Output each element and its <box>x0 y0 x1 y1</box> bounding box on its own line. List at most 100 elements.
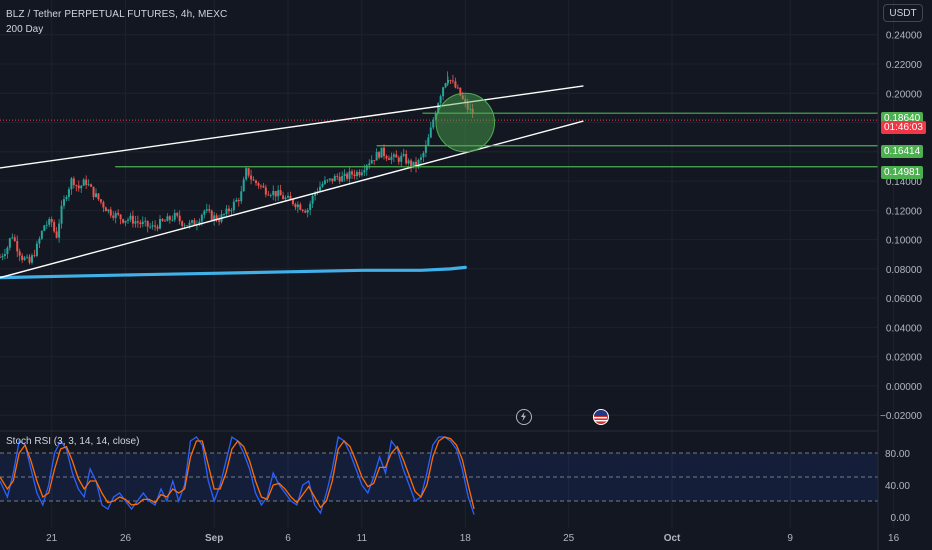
lightning-icon[interactable] <box>516 409 532 425</box>
candle-body <box>161 219 164 221</box>
candle-body <box>218 220 221 222</box>
candle-body <box>284 197 287 200</box>
candle-body <box>341 175 344 182</box>
candle-body <box>287 195 290 198</box>
time-axis-label: 21 <box>46 533 58 544</box>
stoch-d-line <box>0 436 475 510</box>
candle-body <box>119 214 122 220</box>
candle-body <box>429 127 432 138</box>
candle-body <box>136 221 139 223</box>
price-axis-label: 0.22000 <box>886 60 923 71</box>
oscillator-axis-label: 80.00 <box>885 449 910 460</box>
candle-body <box>417 159 420 167</box>
candle-body <box>149 226 152 228</box>
candle-body <box>139 222 142 224</box>
stoch-band-fill <box>0 453 878 501</box>
price-axis-label: 0.02000 <box>886 353 923 364</box>
oscillator-axis[interactable]: 80.00 40.00 0.00 <box>885 449 910 524</box>
candle-body <box>412 161 415 167</box>
candle-body <box>65 196 68 200</box>
candle-body <box>373 160 376 161</box>
candle-body <box>240 191 243 202</box>
candle-body <box>131 215 134 224</box>
candle-body <box>3 254 6 256</box>
price-axis-label: 0.14000 <box>886 177 923 188</box>
candle-body <box>33 255 36 257</box>
candle-body <box>383 147 386 156</box>
candle-body <box>210 210 213 221</box>
candle-body <box>328 178 331 180</box>
candle-body <box>336 175 339 177</box>
candle-body <box>424 145 427 153</box>
time-axis[interactable]: 21 26 Sep 6 11 18 25 Oct 9 16 <box>46 533 899 544</box>
us-flag-icon[interactable] <box>593 409 609 425</box>
candle-body <box>380 147 383 158</box>
candle-body <box>112 215 115 218</box>
candle-body <box>392 154 395 157</box>
candle-body <box>304 210 307 213</box>
time-axis-label: Oct <box>664 533 681 544</box>
candle-body <box>134 221 137 224</box>
candle-body <box>87 184 90 186</box>
candle-body <box>309 203 312 210</box>
candle-body <box>60 205 63 224</box>
candle-body <box>427 137 430 146</box>
candle-body <box>395 154 398 158</box>
candle-body <box>437 103 440 113</box>
indicator-label[interactable]: 200 Day <box>6 24 44 35</box>
price-axis-label: 0.08000 <box>886 265 923 276</box>
overlay-front <box>0 85 878 280</box>
candle-body <box>387 158 390 160</box>
candle-body <box>274 190 277 197</box>
candle-body <box>269 195 272 196</box>
candle-body <box>397 157 400 162</box>
candle-body <box>154 225 157 227</box>
candle-body <box>464 98 467 103</box>
candle-body <box>319 186 322 192</box>
candle-body <box>355 171 358 177</box>
candle-body <box>311 195 314 204</box>
candle-body <box>13 237 16 242</box>
candle-body <box>67 189 70 197</box>
candle-body <box>26 256 29 258</box>
candle-body <box>368 163 371 166</box>
candle-body <box>419 157 422 160</box>
chart-title[interactable]: BLZ / Tether PERPETUAL FUTURES, 4h, MEXC <box>6 9 228 20</box>
candle-body <box>92 186 95 198</box>
candle-body <box>259 185 262 187</box>
stoch-rsi-label[interactable]: Stoch RSI (3, 3, 14, 14, close) <box>6 436 140 447</box>
candle-body <box>58 223 61 238</box>
candle-body <box>358 171 361 176</box>
candle-body <box>90 184 93 187</box>
candle-body <box>45 224 48 226</box>
candle-body <box>35 243 38 256</box>
candle-body <box>282 195 285 200</box>
candle-body <box>173 213 176 220</box>
currency-button[interactable]: USDT <box>883 4 923 22</box>
candle-body <box>363 170 366 173</box>
candle-body <box>205 209 208 211</box>
price-axis-label: 0.04000 <box>886 323 923 334</box>
price-axis-label: 0.24000 <box>886 31 923 42</box>
candle-body <box>279 190 282 196</box>
candle-body <box>451 80 454 82</box>
candle-body <box>262 185 265 188</box>
candle-body <box>250 175 253 180</box>
candle-body <box>323 180 326 184</box>
candle-body <box>225 208 228 215</box>
time-axis-label: 16 <box>888 533 900 544</box>
candle-body <box>277 190 280 197</box>
candle-body <box>109 209 112 216</box>
candle-body <box>70 178 73 190</box>
candle-body <box>235 200 238 202</box>
candle-body <box>0 257 1 258</box>
candle-body <box>11 237 14 239</box>
candle-body <box>346 173 349 179</box>
candle-body <box>461 95 464 99</box>
candle-body <box>454 81 457 88</box>
candle-body <box>171 219 174 221</box>
candle-body <box>237 200 240 202</box>
price-axis-label: 0.00000 <box>886 382 923 393</box>
candle-body <box>306 209 309 213</box>
